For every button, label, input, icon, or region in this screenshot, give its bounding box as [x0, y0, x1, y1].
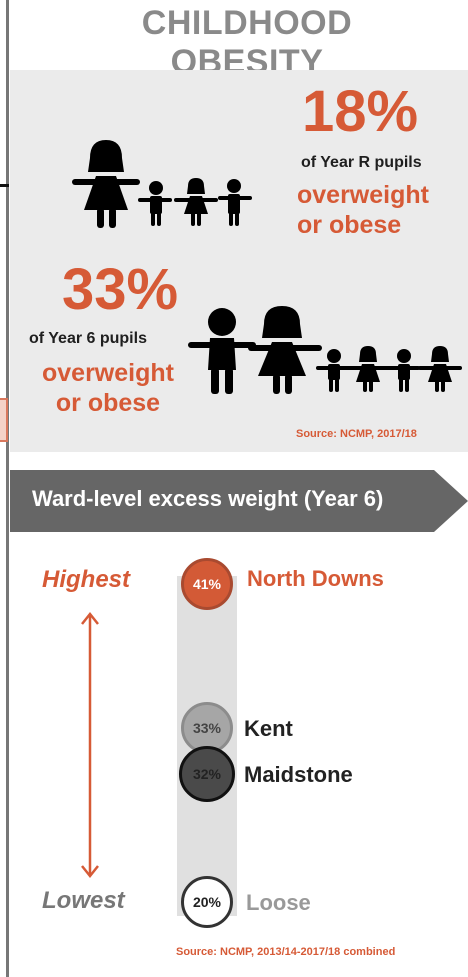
- scale-highest-label: Highest: [42, 566, 131, 593]
- child-figure-icon: [418, 346, 462, 392]
- ward-name: Maidstone: [244, 762, 353, 787]
- stats-panel: [10, 70, 468, 452]
- banner-arrow-shape: [10, 470, 468, 532]
- source-bottom: Source: NCMP, 2013/14-2017/18 combined: [176, 946, 396, 958]
- year-r-subtitle: of Year R pupils: [301, 154, 422, 171]
- year-6-desc-line2: or obese: [55, 389, 161, 417]
- year-r-desc-line2: or obese: [297, 211, 402, 239]
- ward-name: North Downs: [247, 566, 384, 591]
- banner-title: Ward-level excess weight (Year 6): [32, 486, 384, 511]
- year-6-subtitle: of Year 6 pupils: [29, 330, 147, 347]
- year-r-children-icon: [72, 140, 252, 228]
- page-title: CHILDHOOD OBESITY: [141, 4, 353, 81]
- boy-figure-icon: [188, 308, 256, 394]
- ward-percent-circle: 20%: [181, 876, 233, 928]
- year-6-children-icon: [188, 306, 462, 394]
- ward-name: Loose: [246, 890, 311, 915]
- double-arrow-icon: [81, 611, 99, 879]
- source-top: Source: NCMP, 2017/18: [296, 428, 417, 440]
- ward-name: Kent: [244, 716, 293, 741]
- year-6-percent: 33%: [62, 257, 179, 322]
- left-border-line: [6, 0, 9, 977]
- ward-percent-circle: 32%: [179, 746, 235, 802]
- ward-percent-circle: 33%: [181, 702, 233, 754]
- child-figure-icon: [218, 179, 252, 226]
- child-figure-icon: [316, 349, 350, 392]
- year-r-desc-line1: overweight: [297, 181, 429, 209]
- year-r-percent: 18%: [302, 79, 419, 144]
- child-figure-icon: [174, 178, 218, 226]
- ward-percent-circle: 41%: [181, 558, 233, 610]
- girl-figure-icon: [72, 140, 140, 228]
- child-figure-icon: [386, 349, 420, 392]
- section-banner: Ward-level excess weight (Year 6): [10, 470, 468, 532]
- boy-figure-icon: [138, 181, 172, 226]
- left-border-tick: [0, 184, 9, 187]
- year-6-description: overweight or obese: [24, 358, 192, 418]
- child-figure-icon: [346, 346, 390, 392]
- girl-figure-icon: [248, 306, 322, 394]
- year-6-desc-line1: overweight: [42, 359, 174, 387]
- scale-lowest-label: Lowest: [42, 887, 125, 914]
- year-r-description: overweight or obese: [297, 180, 429, 240]
- left-border-marker: [0, 398, 8, 442]
